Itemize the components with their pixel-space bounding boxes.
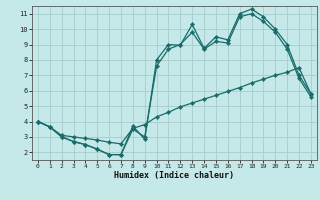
- X-axis label: Humidex (Indice chaleur): Humidex (Indice chaleur): [115, 171, 234, 180]
